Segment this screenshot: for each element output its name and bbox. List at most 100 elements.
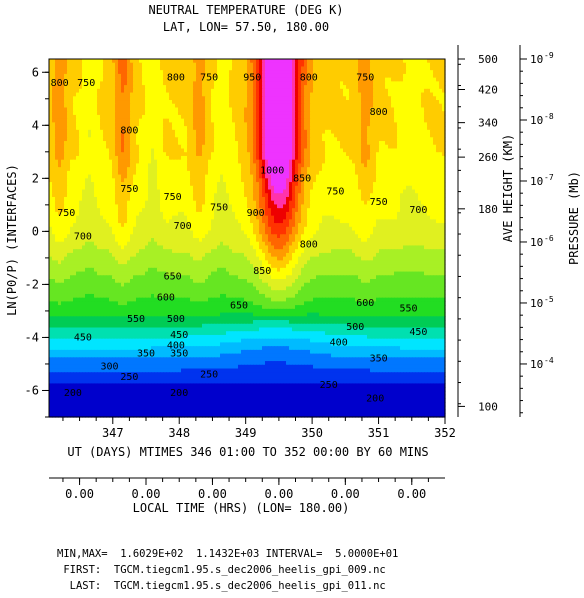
contour-fill-cell (313, 167, 317, 172)
contour-fill-cell (127, 70, 131, 75)
contour-fill-cell (325, 73, 329, 79)
contour-fill-cell (151, 100, 155, 105)
contour-fill-cell (76, 111, 80, 116)
contour-fill-cell (127, 170, 131, 176)
contour-fill-cell (301, 62, 305, 68)
contour-fill-cell (415, 59, 419, 64)
contour-fill-cell (292, 100, 296, 105)
contour-fill-cell (67, 103, 71, 109)
contour-fill-cell (442, 70, 446, 75)
contour-fill-cell (439, 133, 443, 138)
contour-fill-cell (139, 81, 143, 86)
contour-fill-cell (406, 155, 410, 161)
contour-fill-cell (208, 129, 212, 135)
contour-fill-cell (262, 70, 266, 75)
contour-fill-cell (196, 159, 200, 165)
contour-fill-cell (427, 73, 431, 79)
contour-fill-cell (298, 144, 302, 150)
contour-fill-cell (355, 152, 359, 157)
contour-fill-cell (94, 148, 98, 153)
contour-fill-cell (331, 100, 335, 105)
contour-fill-cell (367, 155, 371, 161)
contour-fill-cell (391, 114, 395, 120)
contour-fill-cell (433, 133, 437, 138)
contour-fill-cell (82, 92, 86, 97)
contour-fill-cell (250, 141, 254, 146)
contour-fill-cell (409, 144, 413, 150)
contour-fill-cell (208, 103, 212, 109)
contour-fill-cell (376, 126, 380, 131)
contour-fill-cell (181, 170, 185, 176)
contour-fill-cell (139, 66, 143, 71)
contour-fill-cell (391, 77, 395, 82)
contour-fill-cell (193, 159, 197, 165)
contour-fill-cell (292, 170, 296, 176)
contour-fill-cell (121, 144, 125, 150)
contour-fill-cell (301, 155, 305, 161)
contour-fill-cell (400, 148, 404, 153)
contour-fill-cell (79, 62, 83, 68)
contour-fill-cell (154, 167, 158, 172)
contour-fill-cell (439, 152, 443, 157)
contour-fill-cell (118, 70, 122, 75)
contour-fill-cell (424, 137, 428, 142)
contour-fill-cell (115, 81, 119, 86)
contour-fill-cell (100, 174, 104, 179)
contour-fill-cell (358, 114, 362, 120)
contour-fill-cell (274, 174, 278, 179)
contour-fill-cell (106, 111, 110, 116)
contour-fill-cell (418, 144, 422, 150)
contour-fill-cell (322, 122, 326, 127)
contour-fill-cell (322, 155, 326, 161)
contour-fill-cell (421, 73, 425, 79)
contour-fill-cell (169, 141, 173, 146)
contour-fill-cell (205, 174, 209, 179)
contour-fill-cell (322, 103, 326, 109)
contour-fill-cell (394, 92, 398, 97)
contour-fill-cell (250, 66, 254, 71)
contour-fill-cell (106, 133, 110, 138)
contour-fill-cell (199, 111, 203, 116)
contour-fill-cell (340, 77, 344, 82)
contour-fill-cell (142, 159, 146, 165)
contour-fill-cell (403, 148, 407, 153)
contour-fill-cell (148, 155, 152, 161)
contour-fill-cell (274, 107, 278, 112)
contour-fill-cell (109, 70, 113, 75)
contour-fill-cell (202, 141, 206, 146)
contour-fill-cell (55, 137, 59, 142)
contour-fill-cell (328, 122, 332, 127)
contour-fill-cell (73, 114, 77, 120)
contour-fill-cell (376, 103, 380, 109)
contour-fill-cell (262, 88, 266, 94)
contour-fill-cell (370, 118, 374, 123)
contour-fill-cell (340, 103, 344, 109)
contour-fill-cell (58, 129, 62, 135)
contour-fill-cell (253, 103, 257, 109)
contour-fill-cell (349, 92, 353, 97)
contour-fill-cell (280, 96, 284, 101)
contour-fill-cell (340, 88, 344, 94)
contour-fill-cell (115, 73, 119, 79)
contour-fill-cell (118, 85, 122, 90)
contour-fill-cell (394, 85, 398, 90)
contour-fill-cell (85, 163, 89, 168)
contour-fill-cell (178, 159, 182, 165)
contour-fill-cell (121, 137, 125, 142)
contour-fill-cell (178, 133, 182, 138)
contour-fill-cell (148, 129, 152, 135)
contour-fill-cell (79, 122, 83, 127)
contour-fill-cell (208, 167, 212, 172)
contour-fill-cell (310, 100, 314, 105)
contour-fill-cell (115, 122, 119, 127)
contour-fill-cell (367, 73, 371, 79)
contour-fill-cell (175, 88, 179, 94)
contour-fill-cell (370, 66, 374, 71)
contour-fill-cell (76, 88, 80, 94)
contour-fill-cell (247, 70, 251, 75)
contour-fill-cell (310, 159, 314, 165)
contour-fill-cell (325, 81, 329, 86)
contour-fill-cell (334, 88, 338, 94)
contour-fill-cell (214, 148, 218, 153)
contour-fill-cell (406, 159, 410, 165)
